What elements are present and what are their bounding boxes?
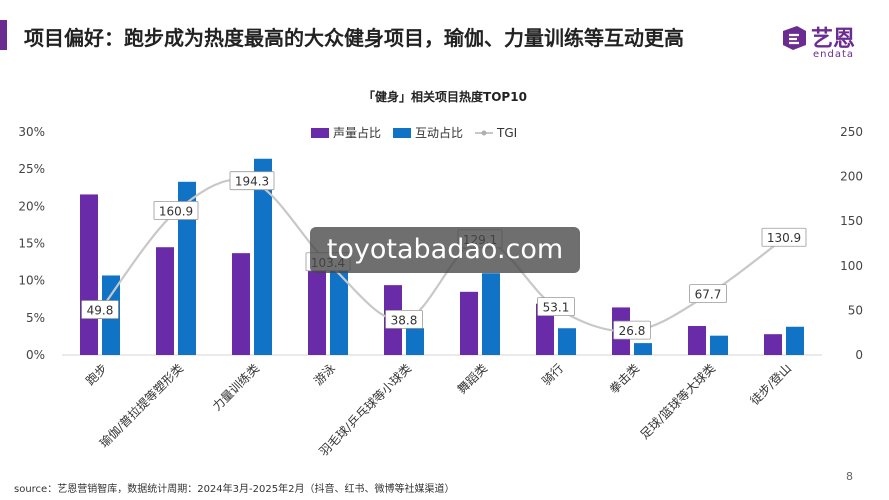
interaction-share-bar — [710, 335, 728, 355]
y-right-tick-label: 150 — [840, 214, 863, 228]
y-left-tick-label: 30% — [18, 125, 45, 139]
chart-title: 「健身」相关项目热度TOP10 — [363, 89, 527, 104]
brand-name-en: endata — [813, 49, 855, 60]
tgi-line-path — [99, 178, 785, 333]
y-left-tick-label: 25% — [18, 162, 45, 176]
tgi-data-label-box — [613, 320, 651, 340]
y-left-tick-label: 5% — [26, 311, 45, 325]
y-left-tick-label: 10% — [18, 274, 45, 288]
y-right-tick-label: 0 — [855, 348, 863, 362]
interaction-share-bar — [482, 273, 500, 355]
legend-label: 声量占比 — [333, 125, 381, 140]
tgi-data-label: 49.8 — [87, 304, 114, 318]
tgi-data-label: 130.9 — [767, 231, 801, 245]
y-right-tick-label: 50 — [848, 303, 863, 317]
interaction-share-bar — [330, 266, 348, 355]
tgi-data-label: 38.8 — [391, 313, 418, 327]
page-number: 8 — [846, 470, 853, 483]
headline-accent-bar — [0, 20, 7, 50]
volume-share-bar — [764, 334, 782, 355]
volume-share-bar — [688, 326, 706, 355]
interaction-share-bar — [558, 328, 576, 355]
tgi-data-label-box — [689, 284, 727, 304]
watermark-overlay: toyotabadao.com — [310, 227, 580, 273]
interaction-share-bar — [634, 343, 652, 355]
legend-label: 互动占比 — [415, 125, 463, 140]
x-category-label: 骑行 — [539, 361, 566, 388]
brand-logo: 艺恩 endata — [779, 20, 879, 62]
legend-interaction-swatch — [393, 128, 411, 138]
y-right-tick-label: 250 — [840, 125, 863, 139]
volume-share-bar — [156, 247, 174, 355]
x-category-label: 游泳 — [311, 361, 338, 388]
tgi-data-label: 53.1 — [543, 301, 570, 315]
x-category-label: 力量训练类 — [209, 361, 262, 414]
page-headline: 项目偏好：跑步成为热度最高的大众健身项目，瑜伽、力量训练等互动更高 — [24, 26, 684, 50]
x-category-label: 足球/篮球等大球类 — [637, 361, 718, 442]
tgi-data-label-box — [229, 171, 275, 191]
interaction-share-bar — [786, 326, 804, 355]
tgi-data-label: 26.8 — [619, 324, 646, 338]
volume-share-bar — [536, 303, 554, 355]
endata-logo-icon — [783, 26, 806, 50]
y-left-tick-label: 0% — [26, 348, 45, 362]
volume-share-bar — [232, 253, 250, 355]
legend-label: TGI — [496, 126, 517, 140]
y-left-tick-label: 15% — [18, 237, 45, 251]
volume-share-bar — [308, 265, 326, 355]
tgi-data-label-box — [537, 297, 575, 317]
interaction-share-bar — [406, 328, 424, 355]
x-category-label: 瑜伽/普拉提等塑形类 — [96, 361, 186, 451]
legend-volume-swatch — [311, 128, 329, 138]
x-category-label: 舞蹈类 — [455, 361, 490, 396]
interaction-share-bar — [254, 158, 272, 355]
tgi-data-label: 67.7 — [695, 288, 722, 302]
x-category-label: 徒步/登山 — [747, 361, 794, 408]
y-right-tick-label: 100 — [840, 259, 863, 273]
tgi-data-label-box — [385, 309, 423, 329]
x-category-label: 跑步 — [83, 361, 110, 388]
tgi-data-label: 160.9 — [159, 204, 193, 218]
chart-legend: 声量占比 互动占比 TGI — [311, 125, 517, 140]
tgi-data-label-box — [761, 227, 807, 247]
volume-share-bar — [460, 291, 478, 355]
y-left-tick-label: 20% — [18, 199, 45, 213]
chart-axes: 0% 5% 10% 15% 20% 25% 30% 0 50 100 150 200 250 跑步瑜伽/普… — [18, 125, 863, 459]
x-category-label: 拳击类 — [606, 361, 642, 397]
legend-tgi-marker — [481, 130, 487, 136]
y-right-tick-label: 200 — [840, 170, 863, 184]
interaction-share-bar — [178, 181, 196, 355]
tgi-data-label: 194.3 — [235, 175, 269, 189]
volume-share-bar — [80, 194, 98, 355]
brand-name-cn: 艺恩 — [811, 27, 856, 52]
tgi-data-label-box — [153, 201, 199, 220]
source-note: source：艺恩营销智库，数据统计周期：2024年3月-2025年2月（抖音、… — [14, 484, 455, 495]
tgi-data-label-box — [81, 300, 119, 319]
